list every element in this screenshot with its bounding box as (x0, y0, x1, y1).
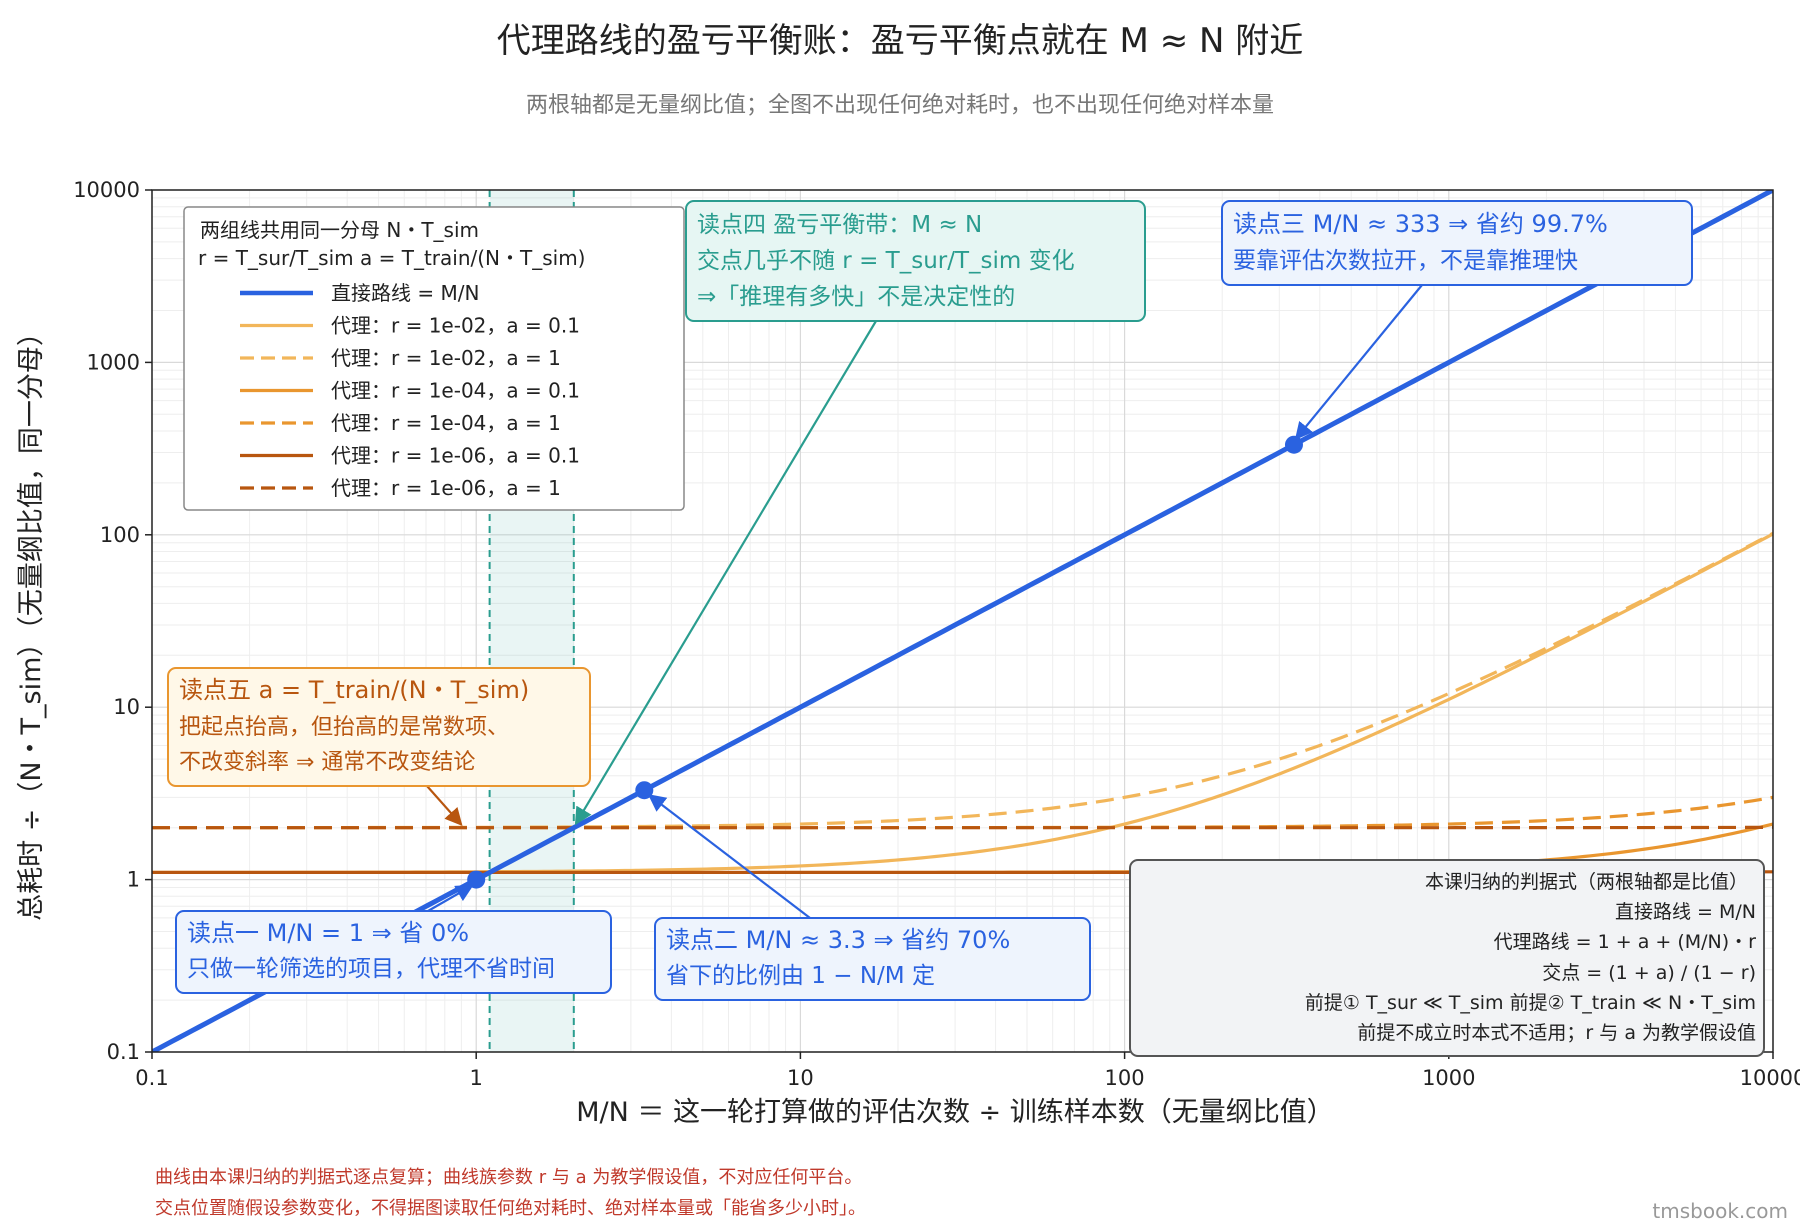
watermark: tmsbook.com (1652, 1199, 1788, 1223)
arrow-annotation-1 (427, 884, 474, 912)
annotation-arrows (426, 284, 1423, 919)
annotation-1-body: 只做一轮筛选的项目，代理不省时间 (187, 956, 555, 982)
annotation-2: 读点二 M/N ≈ 3.3 ⇒ 省约 70% 省下的比例由 1 − N/M 定 (654, 917, 1091, 1001)
series-line-4 (152, 795, 1773, 830)
chart-subtitle: 两根轴都是无量纲比值；全图不出现任何绝对耗时，也不出现任何绝对样本量 (526, 93, 1274, 118)
formula-box: 本课归纳的判据式（两根轴都是比值） 直接路线 = M/N 代理路线 = 1 + … (1129, 859, 1765, 1057)
annotation-5-title: 读点五 a = T_train/(N・T_sim) (179, 676, 529, 704)
legend-label: 代理：r = 1e-04，a = 1 (331, 411, 561, 435)
formula-line-5: 前提不成立时本式不适用；r 与 a 为教学假设值 (1357, 1022, 1756, 1044)
annotation-4-title: 读点四 盈亏平衡带：M ≈ N (697, 212, 982, 238)
arrow-annotation-2 (647, 794, 811, 919)
annotation-1-title: 读点一 M/N = 1 ⇒ 省 0% (187, 919, 469, 947)
arrow-annotation-4 (574, 320, 877, 826)
y-tick-label: 0.1 (107, 1040, 140, 1064)
formula-line-4: 前提① T_sur ≪ T_sim 前提② T_train ≪ N・T_sim (1305, 992, 1756, 1014)
x-tick-label: 0.1 (135, 1066, 168, 1090)
arrow-annotation-3 (1294, 284, 1423, 441)
x-axis-label: M/N ＝ 这一轮打算做的评估次数 ÷ 训练样本数（无量纲比值） (576, 1097, 1334, 1128)
y-tick-label: 10 (113, 695, 140, 719)
x-tick-label: 1000 (1422, 1066, 1475, 1090)
annotation-5: 读点五 a = T_train/(N・T_sim) 把起点抬高，但抬高的是常数项… (167, 667, 591, 787)
arrow-annotation-5 (426, 785, 463, 827)
annotation-4: 读点四 盈亏平衡带：M ≈ N 交点几乎不随 r = T_sur/T_sim 变… (685, 200, 1146, 322)
formula-title: 本课归纳的判据式（两根轴都是比值） (1425, 871, 1748, 893)
legend-label: 代理：r = 1e-04，a = 0.1 (331, 379, 580, 403)
annotation-5-body-1: 把起点抬高，但抬高的是常数项、 (179, 715, 509, 740)
annotation-2-body: 省下的比例由 1 − N/M 定 (666, 963, 935, 989)
footnote-1: 曲线由本课归纳的判据式逐点复算；曲线族参数 r 与 a 为教学假设值，不对应任何… (155, 1167, 862, 1188)
annotation-1: 读点一 M/N = 1 ⇒ 省 0% 只做一轮筛选的项目，代理不省时间 (175, 910, 612, 994)
annotation-3-body: 要靠评估次数拉开，不是靠推理快 (1233, 248, 1578, 274)
x-tick-label: 1 (470, 1066, 483, 1090)
annotation-4-body-2: ⇒「推理有多快」不是决定性的 (697, 284, 1015, 310)
annotation-4-body-1: 交点几乎不随 r = T_sur/T_sim 变化 (697, 248, 1075, 274)
formula-line-1: 直接路线 = M/N (1615, 901, 1756, 923)
x-tick-label: 10000 (1740, 1066, 1800, 1090)
y-axis-label: 总耗时 ÷（N・T_sim）（无量纲比值，同一分母） (16, 319, 47, 921)
chart-title: 代理路线的盈亏平衡账：盈亏平衡点就在 M ≈ N 附近 (497, 21, 1304, 61)
series-line-0 (152, 190, 1773, 1052)
y-tick-label: 100 (100, 523, 140, 547)
y-tick-label: 10000 (73, 178, 140, 202)
highlight-points (467, 435, 1303, 889)
x-tick-label: 100 (1105, 1066, 1145, 1090)
legend-header-2: r = T_sur/T_sim a = T_train/(N・T_sim) (198, 246, 585, 270)
formula-line-2: 代理路线 = 1 + a + (M/N)・r (1494, 931, 1757, 953)
x-tick-label: 10 (787, 1066, 814, 1090)
y-tick-label: 1000 (87, 350, 140, 374)
legend-label: 直接路线 = M/N (331, 281, 479, 305)
axis-ticks: 0.1 1 10 100 1000 10000 0.1 1 10 100 1000 10000 (73, 178, 1800, 1090)
highlight-point-3 (1284, 435, 1303, 454)
annotation-3: 读点三 M/N ≈ 333 ⇒ 省约 99.7% 要靠评估次数拉开，不是靠推理快 (1221, 200, 1693, 286)
legend: 两组线共用同一分母 N・T_sim r = T_sur/T_sim a = T_… (183, 206, 685, 511)
legend-label: 代理：r = 1e-06，a = 0.1 (331, 444, 580, 468)
legend-label: 代理：r = 1e-06，a = 1 (331, 476, 561, 500)
annotation-2-title: 读点二 M/N ≈ 3.3 ⇒ 省约 70% (666, 926, 1010, 954)
footnote-2: 交点位置随假设参数变化，不得据图读取任何绝对耗时、绝对样本量或「能省多少小时」。 (155, 1198, 866, 1219)
legend-label: 代理：r = 1e-02，a = 1 (331, 346, 561, 370)
annotation-5-body-2: 不改变斜率 ⇒ 通常不改变结论 (179, 750, 475, 775)
legend-label: 代理：r = 1e-02，a = 0.1 (331, 314, 580, 338)
legend-header-1: 两组线共用同一分母 N・T_sim (200, 218, 479, 242)
formula-line-3: 交点 = (1 + a) / (1 − r) (1542, 962, 1756, 984)
y-tick-label: 1 (127, 868, 140, 892)
highlight-point-1 (467, 870, 486, 889)
annotation-3-title: 读点三 M/N ≈ 333 ⇒ 省约 99.7% (1233, 210, 1608, 238)
plot-frame (151, 189, 1774, 1053)
